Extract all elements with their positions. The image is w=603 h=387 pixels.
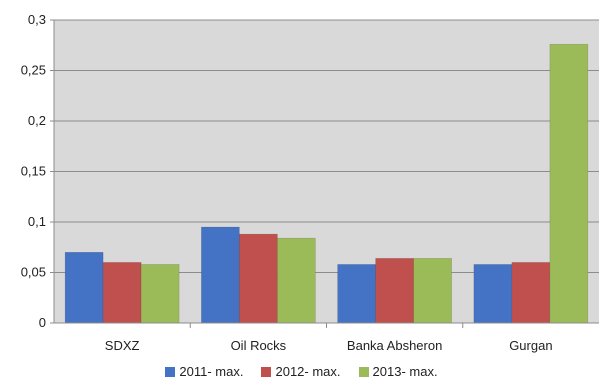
y-tick-label: 0,1 — [28, 214, 46, 229]
y-tick-label: 0,15 — [21, 164, 46, 179]
bar-gurgan-2012 — [511, 262, 551, 324]
legend-swatch-2011 — [165, 366, 176, 377]
bars — [64, 43, 589, 324]
x-category-label: Gurgan — [509, 338, 552, 353]
legend-label-2011: 2011- max. — [179, 364, 244, 379]
legend-swatch-2013 — [358, 366, 369, 377]
bar-oil-rocks-2011 — [201, 226, 240, 324]
bar-banka-absheron-2011 — [337, 264, 376, 324]
x-category-label: Banka Absheron — [347, 338, 442, 353]
bar-banka-absheron-2013 — [413, 258, 452, 324]
bar-sdxz-2011 — [64, 252, 104, 324]
y-axis-ticks: 0 0,05 0,1 0,15 0,2 0,25 0,3 — [21, 12, 54, 330]
y-tick-label: 0,3 — [28, 12, 46, 27]
legend-label-2012: 2012- max. — [275, 364, 341, 379]
legend-item-2012: 2012- max. — [261, 364, 341, 379]
legend-swatch-2012 — [261, 366, 272, 377]
bar-sdxz-2013 — [140, 264, 180, 324]
legend: 2011- max. 2012- max. 2013- max. — [0, 364, 603, 379]
legend-item-2013: 2013- max. — [358, 364, 438, 379]
bar-gurgan-2013 — [549, 43, 589, 324]
bar-oil-rocks-2013 — [277, 237, 316, 324]
legend-label-2013: 2013- max. — [372, 364, 438, 379]
x-category-label: Oil Rocks — [231, 338, 287, 353]
y-tick-label: 0 — [39, 315, 46, 330]
bar-oil-rocks-2012 — [239, 233, 278, 324]
y-tick-label: 0,2 — [28, 113, 46, 128]
y-tick-label: 0,05 — [21, 265, 46, 280]
y-tick-label: 0,25 — [21, 63, 46, 78]
bar-gurgan-2011 — [473, 264, 513, 324]
x-axis-categories: SDXZ Oil Rocks Banka Absheron Gurgan — [105, 323, 553, 353]
legend-item-2011: 2011- max. — [165, 364, 243, 379]
x-category-label: SDXZ — [105, 338, 140, 353]
bar-sdxz-2012 — [102, 262, 142, 324]
bar-banka-absheron-2012 — [375, 258, 414, 324]
